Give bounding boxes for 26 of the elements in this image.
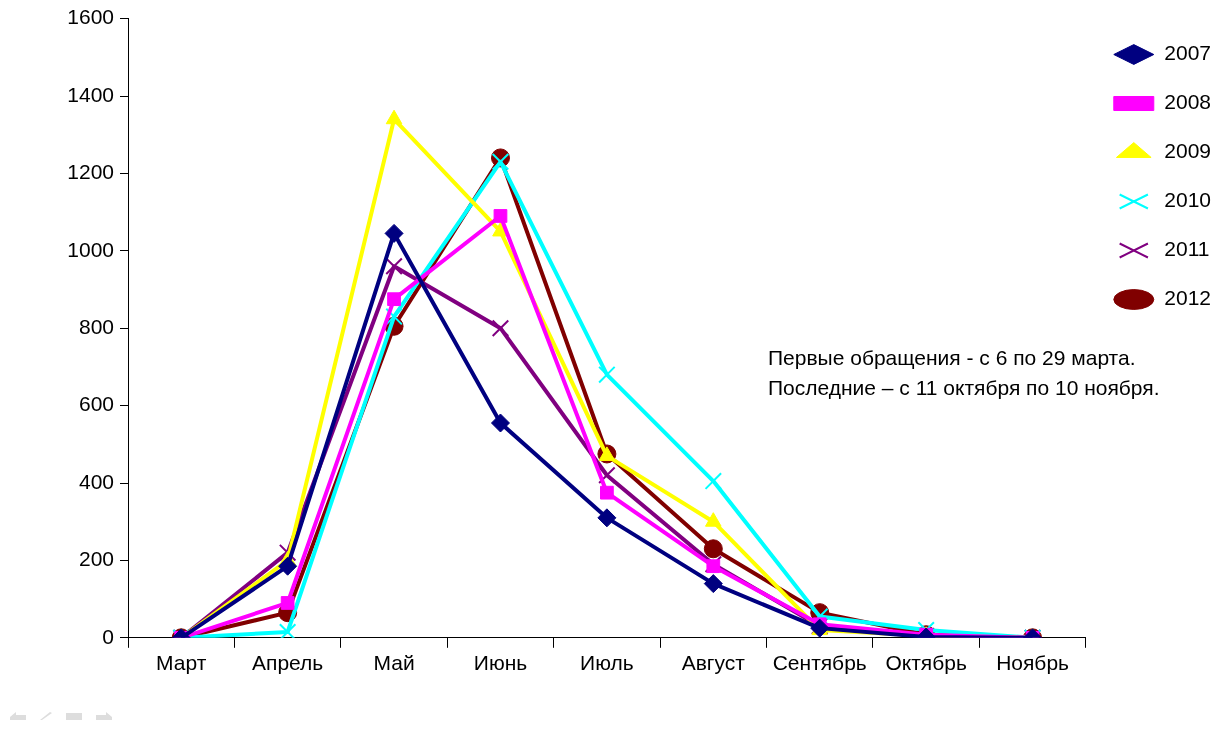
legend-label: 2009 <box>1164 139 1211 163</box>
legend-label: 2011 <box>1164 237 1210 261</box>
x-tick-label: Ноябрь <box>996 651 1070 675</box>
legend-label: 2012 <box>1164 286 1211 310</box>
x-tick-label: Июль <box>580 651 634 675</box>
y-tick-label: 400 <box>78 469 114 493</box>
y-tick-label: 0 <box>102 624 114 648</box>
x-tick-label: Сентябрь <box>772 651 867 675</box>
y-tick-label: 600 <box>78 392 114 416</box>
x-tick-label: Июнь <box>473 651 528 675</box>
y-tick-label: 1400 <box>67 82 114 106</box>
y-tick-label: 1000 <box>67 237 114 261</box>
legend-label: 2010 <box>1164 188 1211 212</box>
y-tick-label: 800 <box>78 315 114 338</box>
legend-label: 2008 <box>1164 90 1211 114</box>
y-tick-label: 1600 <box>67 5 114 29</box>
x-tick-label: Август <box>681 651 746 675</box>
y-tick-label: 1200 <box>67 160 114 184</box>
x-tick-label: Апрель <box>252 651 324 675</box>
annotation: Последние – с 11 октября по 10 ноября. <box>768 375 1161 401</box>
x-tick-label: Март <box>156 651 207 675</box>
y-tick-label: 200 <box>78 547 114 571</box>
legend-label: 2007 <box>1164 41 1211 65</box>
x-tick-label: Май <box>373 651 415 675</box>
annotation: Первые обращения - с 6 по 29 марта. <box>768 345 1137 371</box>
x-tick-label: Октябрь <box>885 651 967 675</box>
